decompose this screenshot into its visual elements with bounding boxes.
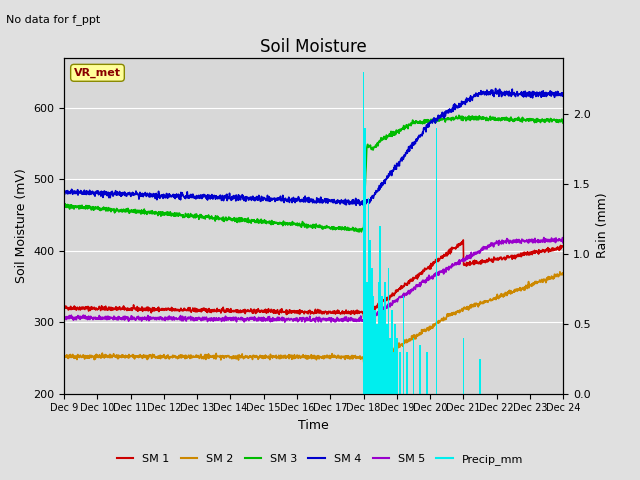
Bar — [368, 198, 369, 394]
Text: No data for f_ppt: No data for f_ppt — [6, 14, 100, 25]
Bar — [376, 324, 378, 394]
Title: Soil Moisture: Soil Moisture — [260, 38, 367, 56]
Bar — [374, 310, 376, 394]
Bar — [406, 351, 408, 394]
Bar — [393, 351, 394, 394]
Bar — [385, 282, 386, 394]
Bar — [391, 310, 392, 394]
X-axis label: Time: Time — [298, 419, 329, 432]
Bar — [394, 324, 396, 394]
Bar — [372, 296, 374, 394]
Bar — [364, 128, 366, 394]
Bar — [366, 282, 367, 394]
Bar — [369, 240, 371, 394]
Bar — [419, 345, 421, 394]
Bar — [426, 351, 428, 394]
Bar — [380, 226, 381, 394]
Legend: SM 1, SM 2, SM 3, SM 4, SM 5, Precip_mm: SM 1, SM 2, SM 3, SM 4, SM 5, Precip_mm — [112, 450, 528, 469]
Bar — [463, 337, 464, 394]
Bar — [403, 296, 404, 394]
Bar — [386, 324, 388, 394]
Bar — [399, 351, 401, 394]
Bar — [388, 268, 389, 394]
Bar — [479, 359, 481, 394]
Bar — [363, 72, 364, 394]
Text: VR_met: VR_met — [74, 68, 121, 78]
Y-axis label: Soil Moisture (mV): Soil Moisture (mV) — [15, 168, 28, 283]
Bar — [383, 310, 384, 394]
Bar — [378, 282, 380, 394]
Bar — [389, 337, 391, 394]
Bar — [396, 337, 397, 394]
Y-axis label: Rain (mm): Rain (mm) — [596, 193, 609, 258]
Bar — [436, 128, 438, 394]
Bar — [413, 337, 414, 394]
Bar — [381, 296, 383, 394]
Bar — [371, 268, 372, 394]
